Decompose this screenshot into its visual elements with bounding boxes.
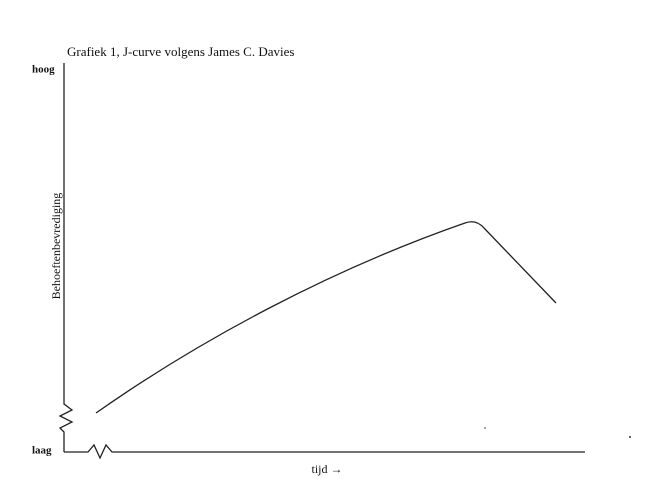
y-bottom-label: laag (32, 445, 52, 457)
y-top-label: hoog (32, 64, 55, 76)
y-axis (58, 63, 74, 452)
y-axis-label: Behoeftenbevrediging (49, 193, 63, 300)
speck (484, 427, 486, 429)
x-axis (64, 443, 585, 460)
j-curve (95, 221, 557, 414)
title: Grafiek 1, J-curve volgens James C. Davi… (67, 44, 294, 59)
speck (629, 436, 631, 438)
x-axis-label: tijd → (311, 462, 342, 476)
